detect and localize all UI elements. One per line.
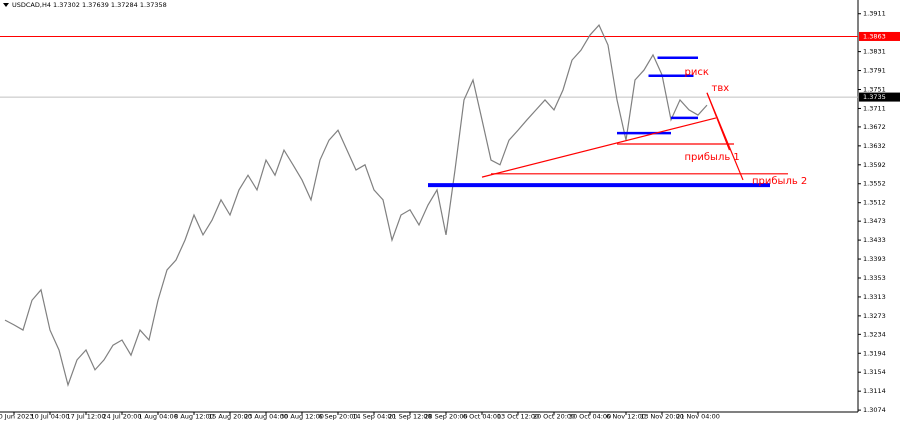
chart-title: USDCAD,H4 1.37302 1.37639 1.37284 1.3735…	[12, 1, 167, 9]
y-tick-label: 1.3154	[863, 368, 886, 376]
x-tick-label: 30 Oct 04:00	[569, 413, 611, 421]
x-tick-label: 6 Sep 20:00	[318, 413, 357, 421]
annotation: риск	[685, 67, 709, 78]
price-label-box	[859, 92, 900, 102]
x-tick-label: 6 Oct 04:00	[463, 413, 501, 421]
annotation: прибыль 1	[685, 152, 740, 163]
x-tick-label: 6 Nov 12:00	[606, 413, 646, 421]
x-tick-label: 23 Aug 04:00	[244, 413, 288, 421]
price-label-box	[859, 31, 900, 41]
y-tick-label: 1.3911	[863, 10, 886, 18]
y-tick-label: 1.3114	[863, 387, 886, 395]
x-tick-label: 10 Jul 04:00	[31, 413, 70, 421]
x-tick-label: 21 Sep 12:00	[388, 413, 431, 421]
drawn-line	[481, 117, 717, 178]
y-tick-label: 1.3433	[863, 236, 886, 244]
y-tick-label: 1.3313	[863, 293, 886, 301]
y-tick-label: 1.3711	[863, 104, 886, 112]
y-tick-label: 1.3353	[863, 274, 886, 282]
y-tick-label: 1.3473	[863, 217, 886, 225]
x-tick-label: 8 Aug 12:00	[174, 413, 214, 421]
x-tick-label: 20 Oct 20:00	[533, 413, 575, 421]
price-label: 1.3863	[863, 32, 886, 40]
x-tick-label: 30 Jun 2023	[0, 413, 34, 421]
x-tick-label: 17 Jul 12:00	[67, 413, 106, 421]
price-label: 1.3735	[863, 93, 886, 101]
y-tick-label: 1.3074	[863, 406, 886, 414]
menu-icon[interactable]	[3, 3, 9, 7]
x-tick-label: 14 Sep 04:00	[352, 413, 395, 421]
x-tick-label: 30 Aug 12:00	[280, 413, 324, 421]
annotation: твх	[712, 83, 730, 94]
x-tick-label: 28 Sep 20:00	[424, 413, 467, 421]
y-tick-label: 1.3234	[863, 330, 886, 338]
y-tick-label: 1.3632	[863, 142, 886, 150]
y-tick-label: 1.3751	[863, 86, 886, 94]
y-tick-label: 1.3393	[863, 255, 886, 263]
y-tick-label: 1.3791	[863, 67, 886, 75]
x-tick-label: 21 Nov 04:00	[676, 413, 720, 421]
drawn-line	[706, 92, 731, 151]
x-tick-label: 13 Oct 12:00	[497, 413, 539, 421]
y-tick-label: 1.3552	[863, 180, 886, 188]
y-tick-label: 1.3273	[863, 312, 886, 320]
y-tick-label: 1.3512	[863, 199, 886, 207]
y-tick-label: 1.3831	[863, 48, 886, 56]
y-tick-label: 1.3194	[863, 349, 886, 357]
x-tick-label: 15 Aug 20:00	[208, 413, 252, 421]
x-tick-label: 1 Aug 04:00	[138, 413, 178, 421]
y-tick-label: 1.3592	[863, 161, 886, 169]
x-tick-label: 13 Nov 20:00	[640, 413, 684, 421]
price-series	[4, 24, 708, 388]
x-tick-label: 24 Jul 20:00	[103, 413, 142, 421]
annotation: прибыль 2	[752, 176, 807, 187]
y-tick-label: 1.3672	[863, 123, 886, 131]
